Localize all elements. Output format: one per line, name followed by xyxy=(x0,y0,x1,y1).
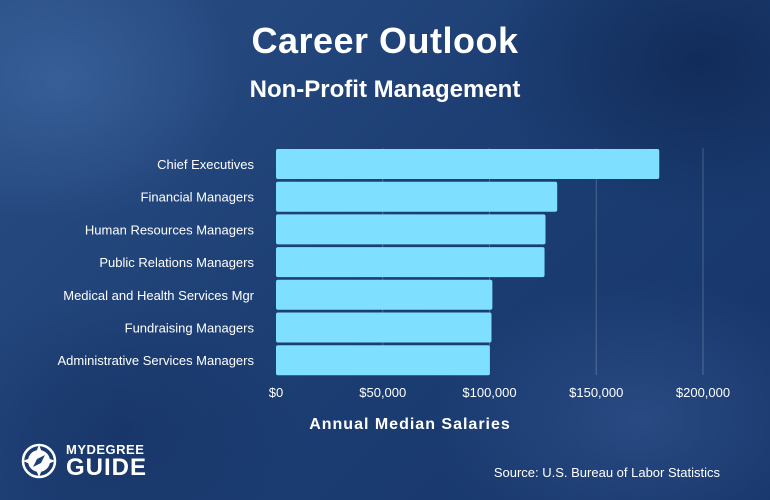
logo: MYDEGREE GUIDE xyxy=(20,440,147,482)
bars xyxy=(276,149,660,376)
bar xyxy=(276,214,546,245)
logo-text-top: MYDEGREE xyxy=(66,441,145,457)
source-note: Source: U.S. Bureau of Labor Statistics xyxy=(493,465,720,480)
bar xyxy=(276,181,558,212)
bar xyxy=(276,345,490,376)
category-labels: Chief Executives Financial Managers Human … xyxy=(57,157,254,368)
chart-subtitle: Non-Profit Management xyxy=(249,76,521,103)
category-label: Medical and Health Services Mgr xyxy=(63,288,254,303)
category-label: Administrative Services Managers xyxy=(57,353,254,368)
bar xyxy=(276,247,545,278)
category-label: Public Relations Managers xyxy=(99,255,254,270)
x-tick-label: $150,000 xyxy=(569,385,623,400)
bar xyxy=(276,279,493,310)
bar xyxy=(276,149,660,179)
category-label: Human Resources Managers xyxy=(85,222,255,237)
category-label: Fundraising Managers xyxy=(125,321,255,336)
category-label: Chief Executives xyxy=(157,157,254,172)
category-label: Financial Managers xyxy=(141,190,255,205)
x-tick-label: $200,000 xyxy=(676,385,730,400)
x-tick-label: $0 xyxy=(269,385,283,400)
chart-title: Career Outlook xyxy=(251,20,519,61)
x-tick-label: $50,000 xyxy=(359,385,406,400)
x-axis-title: Annual Median Salaries xyxy=(309,416,511,433)
bar xyxy=(276,312,492,343)
x-tick-label: $100,000 xyxy=(462,385,516,400)
compass-logo-icon xyxy=(21,443,57,479)
x-tick-labels: $0 $50,000 $100,000 $150,000 $200,000 xyxy=(269,385,730,400)
logo-text-bottom: GUIDE xyxy=(66,453,148,481)
